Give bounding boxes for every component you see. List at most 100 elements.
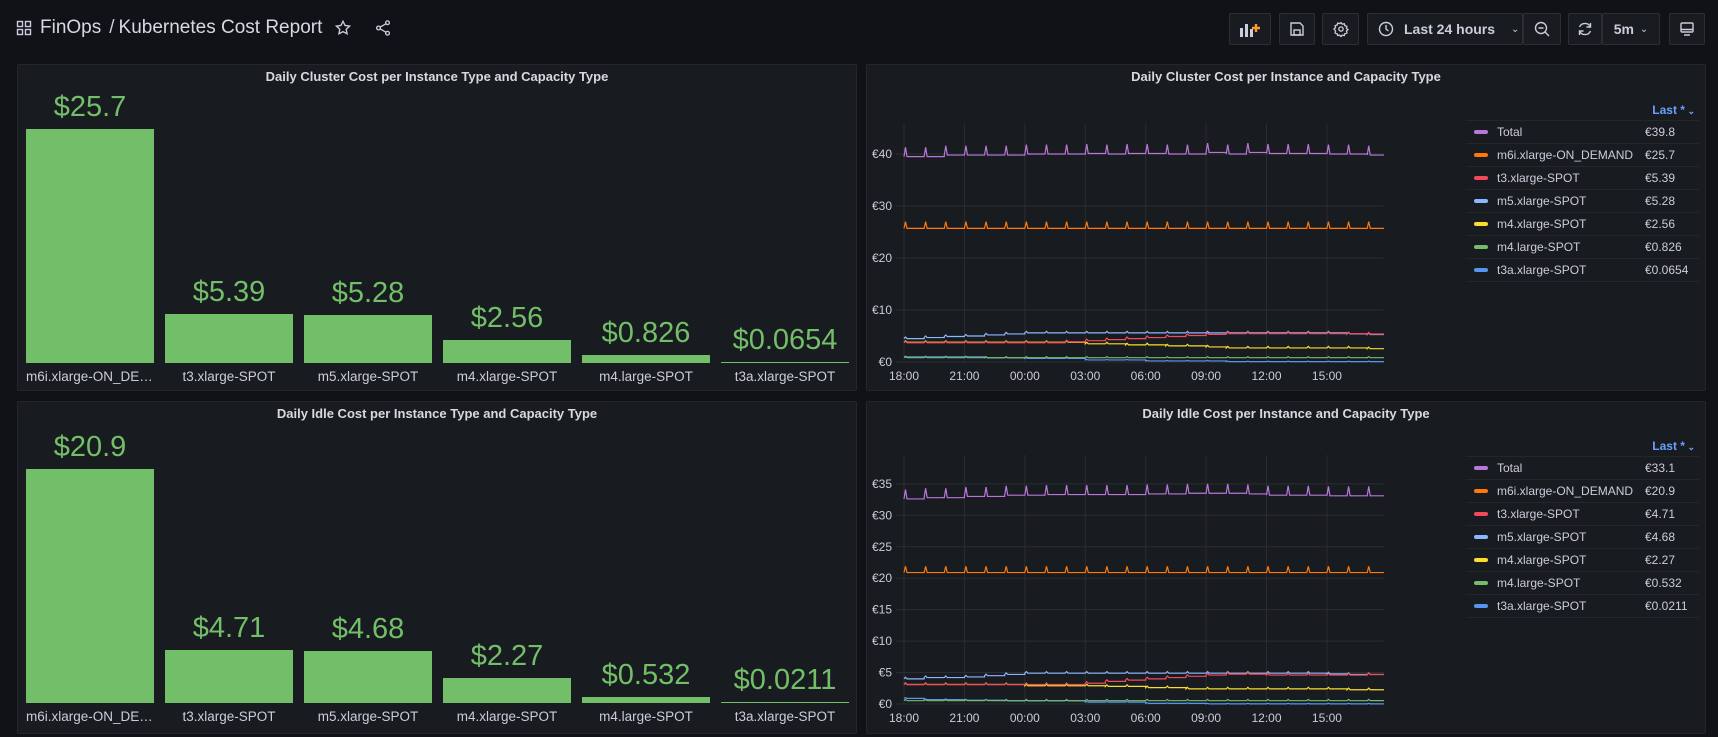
bar-value-label: $2.27: [470, 639, 544, 672]
breadcrumb: FinOps / Kubernetes Cost Report: [16, 17, 392, 39]
share-icon[interactable]: [374, 19, 392, 37]
legend-item[interactable]: Total €39.8: [1466, 121, 1699, 144]
x-tick-label: 03:00: [1070, 711, 1100, 725]
dashboard-title[interactable]: Kubernetes Cost Report: [118, 17, 323, 38]
bar[interactable]: [304, 650, 432, 703]
legend-sort-header[interactable]: Last * ⌄: [1466, 99, 1699, 121]
save-dashboard-button[interactable]: [1279, 13, 1315, 45]
bar[interactable]: [443, 677, 571, 703]
x-tick-label: 06:00: [1131, 711, 1161, 725]
legend-item[interactable]: t3a.xlarge-SPOT €0.0211: [1466, 595, 1699, 618]
panel-title[interactable]: Daily Cluster Cost per Instance and Capa…: [1131, 69, 1441, 84]
zoom-out-button[interactable]: [1523, 13, 1561, 45]
x-tick-label: 00:00: [1010, 369, 1040, 383]
panel-daily-idle-cost-timeseries: Daily Idle Cost per Instance and Capacit…: [866, 401, 1706, 734]
legend-item[interactable]: t3.xlarge-SPOT €4.71: [1466, 503, 1699, 526]
series-line[interactable]: [903, 698, 1384, 702]
legend-last-value: €39.8: [1645, 125, 1676, 139]
x-tick-label: 06:00: [1131, 369, 1161, 383]
legend-item[interactable]: m6i.xlarge-ON_DEMAND €20.9: [1466, 480, 1699, 503]
legend-item[interactable]: m6i.xlarge-ON_DEMAND €25.7: [1466, 144, 1699, 167]
legend: Last * ⌄ Total €33.1 m6i.xlarge-ON_DEMAND €2…: [1466, 435, 1699, 618]
series-line[interactable]: [903, 339, 1384, 351]
timeseries-plot[interactable]: €0 €10 €20 €30 €40 18:00 21:00 00:00 03:00 06:00 0…: [867, 65, 1457, 395]
legend-color-swatch: [1474, 512, 1488, 516]
series-line[interactable]: [903, 142, 1384, 158]
legend-color-swatch: [1474, 466, 1488, 470]
panel-daily-idle-cost-bar: Daily Idle Cost per Instance Type and Ca…: [17, 401, 857, 734]
tv-mode-button[interactable]: [1669, 13, 1705, 45]
y-tick-label: €10: [872, 634, 892, 648]
legend-item[interactable]: m4.large-SPOT €0.532: [1466, 572, 1699, 595]
legend-item[interactable]: Total €33.1: [1466, 457, 1699, 480]
x-tick-label: 18:00: [889, 369, 919, 383]
legend-item[interactable]: t3.xlarge-SPOT €5.39: [1466, 167, 1699, 190]
legend-last-value: €33.1: [1645, 461, 1676, 475]
dashboard-settings-button[interactable]: [1322, 13, 1359, 45]
legend-item[interactable]: m4.xlarge-SPOT €2.27: [1466, 549, 1699, 572]
bar-value-label: $0.532: [601, 659, 691, 692]
legend: Last * ⌄ Total €39.8 m6i.xlarge-ON_DEMAND €2…: [1466, 99, 1699, 282]
legend-item[interactable]: m5.xlarge-SPOT €5.28: [1466, 190, 1699, 213]
series-line[interactable]: [903, 566, 1384, 574]
bar-category-label: m6i.xlarge-ON_DEMAND: [26, 369, 154, 384]
bar-category-label: t3.xlarge-SPOT: [182, 709, 276, 724]
breadcrumb-folder[interactable]: FinOps: [40, 17, 102, 38]
grid-icon[interactable]: [16, 20, 32, 36]
legend-color-swatch: [1474, 489, 1488, 493]
bar[interactable]: [582, 697, 710, 703]
bar-value-label: $5.39: [192, 275, 266, 308]
legend-color-swatch: [1474, 245, 1488, 249]
bar[interactable]: [26, 129, 154, 363]
series-line[interactable]: [903, 331, 1384, 344]
bar-value-label: $4.68: [331, 612, 405, 645]
y-tick-label: €10: [872, 303, 892, 317]
series-line[interactable]: [903, 355, 1384, 359]
bar[interactable]: [26, 469, 154, 703]
panel-title[interactable]: Daily Idle Cost per Instance Type and Ca…: [276, 406, 598, 421]
breadcrumb-separator: /: [109, 17, 115, 38]
bar[interactable]: [721, 362, 849, 363]
clock-icon: [1378, 21, 1394, 37]
legend-item[interactable]: m4.xlarge-SPOT €2.56: [1466, 213, 1699, 236]
legend-color-swatch: [1474, 558, 1488, 562]
legend-item[interactable]: m5.xlarge-SPOT €4.68: [1466, 526, 1699, 549]
chevron-down-icon: ⌄: [1684, 442, 1695, 452]
legend-series-name: m5.xlarge-SPOT: [1497, 194, 1587, 208]
legend-series-name: t3a.xlarge-SPOT: [1497, 599, 1587, 613]
bar-value-label: $2.56: [470, 301, 544, 334]
bar[interactable]: [165, 313, 293, 363]
refresh-interval-picker[interactable]: 5m ⌄: [1602, 13, 1660, 45]
y-tick-label: €25: [872, 540, 892, 554]
series-line[interactable]: [903, 670, 1384, 680]
bar[interactable]: [582, 355, 710, 363]
save-icon: [1289, 21, 1305, 37]
series-line[interactable]: [903, 221, 1384, 229]
legend-last-value: €2.27: [1645, 553, 1676, 567]
legend-last-value: €0.826: [1645, 240, 1682, 254]
panel-title[interactable]: Daily Idle Cost per Instance and Capacit…: [1142, 406, 1430, 421]
legend-sort-header[interactable]: Last * ⌄: [1466, 435, 1699, 457]
refresh-button[interactable]: [1568, 13, 1602, 45]
bar-value-label: $5.28: [331, 276, 405, 309]
bar-value-label: $4.71: [192, 612, 266, 645]
panel-title[interactable]: Daily Cluster Cost per Instance Type and…: [265, 69, 609, 84]
add-panel-button[interactable]: [1229, 13, 1271, 45]
series-line[interactable]: [903, 671, 1384, 686]
legend-item[interactable]: t3a.xlarge-SPOT €0.0654: [1466, 259, 1699, 282]
y-tick-label: €30: [872, 199, 892, 213]
series-line[interactable]: [903, 483, 1384, 500]
y-tick-label: €35: [872, 477, 892, 491]
bar[interactable]: [721, 702, 849, 703]
timeseries-plot[interactable]: €0 €5 €10 €15 €20 €25 €30 €35 18:00 21:00 00:00 03:…: [867, 402, 1457, 732]
star-icon[interactable]: [334, 19, 352, 37]
series-line[interactable]: [903, 330, 1384, 340]
refresh-icon: [1577, 21, 1593, 37]
bar-category-label: m4.xlarge-SPOT: [456, 709, 558, 724]
bar[interactable]: [304, 314, 432, 363]
legend-item[interactable]: m4.large-SPOT €0.826: [1466, 236, 1699, 259]
bar-category-label: t3a.xlarge-SPOT: [734, 709, 836, 724]
bar[interactable]: [443, 339, 571, 363]
bar[interactable]: [165, 650, 293, 703]
time-range-picker[interactable]: Last 24 hours ⌄: [1367, 13, 1523, 45]
